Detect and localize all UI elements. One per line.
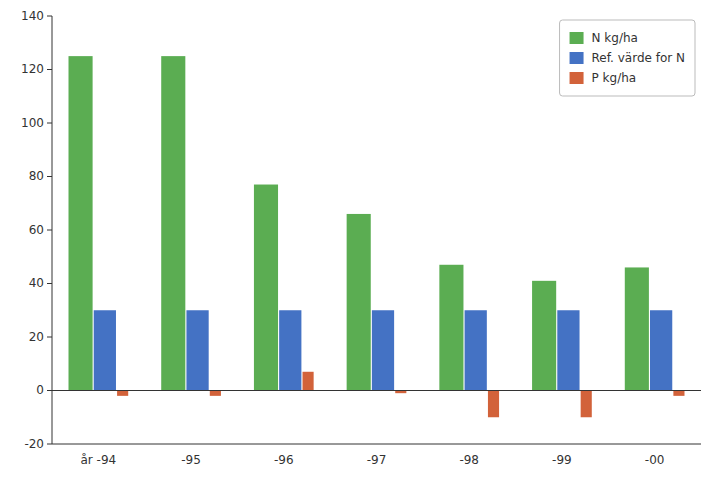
y-tick-label: 60	[29, 223, 44, 237]
x-tick-label: -96	[274, 453, 294, 467]
y-tick	[47, 390, 52, 391]
chart: -20 0 20 40 60 80 100 120 140 år -94 -95 -96 -97 -98 -…	[0, 0, 717, 480]
legend-label: P kg/ha	[592, 71, 637, 85]
bar	[439, 265, 463, 391]
x-tick-label: -95	[181, 453, 201, 467]
y-tick-label: 140	[21, 9, 44, 23]
bar	[673, 391, 684, 396]
x-tick-label: -00	[645, 453, 665, 467]
zero-line	[52, 390, 701, 391]
y-tick	[47, 69, 52, 70]
bar	[557, 310, 579, 390]
bar	[303, 372, 314, 391]
bar	[117, 391, 128, 396]
legend-swatch	[570, 72, 584, 84]
bar	[372, 310, 394, 390]
legend-label: Ref. värde for N	[592, 51, 685, 65]
bar	[488, 391, 499, 418]
bar	[210, 391, 221, 396]
y-tick	[47, 123, 52, 124]
legend-label: N kg/ha	[592, 31, 638, 45]
legend-box	[560, 20, 695, 96]
y-tick	[47, 230, 52, 231]
y-tick-label: 0	[36, 383, 44, 397]
y-tick-label: 40	[29, 276, 44, 290]
x-axis	[52, 444, 701, 445]
bar	[254, 185, 278, 391]
y-tick-label: -20	[24, 437, 44, 451]
bars	[69, 56, 685, 417]
y-tick-label: 120	[21, 62, 44, 76]
bar	[69, 56, 93, 390]
y-tick-label: 100	[21, 116, 44, 130]
bar	[94, 310, 116, 390]
x-tick-label: -98	[459, 453, 479, 467]
y-tick	[47, 16, 52, 17]
bar	[347, 214, 371, 391]
bar	[465, 310, 487, 390]
bar	[581, 391, 592, 418]
bar	[625, 267, 649, 390]
bar	[186, 310, 208, 390]
bar	[279, 310, 301, 390]
legend: N kg/ha Ref. värde for N P kg/ha	[560, 20, 695, 96]
bar	[161, 56, 185, 390]
bar	[532, 281, 556, 391]
y-tick-label: 20	[29, 330, 44, 344]
y-tick	[47, 283, 52, 284]
x-tick-label: år -94	[81, 453, 117, 467]
legend-swatch	[570, 52, 584, 64]
y-tick	[47, 444, 52, 445]
x-tick-label: -99	[552, 453, 572, 467]
y-tick	[47, 337, 52, 338]
legend-swatch	[570, 32, 584, 44]
bar	[650, 310, 672, 390]
x-tick-label: -97	[367, 453, 387, 467]
y-tick	[47, 176, 52, 177]
y-tick-label: 80	[29, 169, 44, 183]
